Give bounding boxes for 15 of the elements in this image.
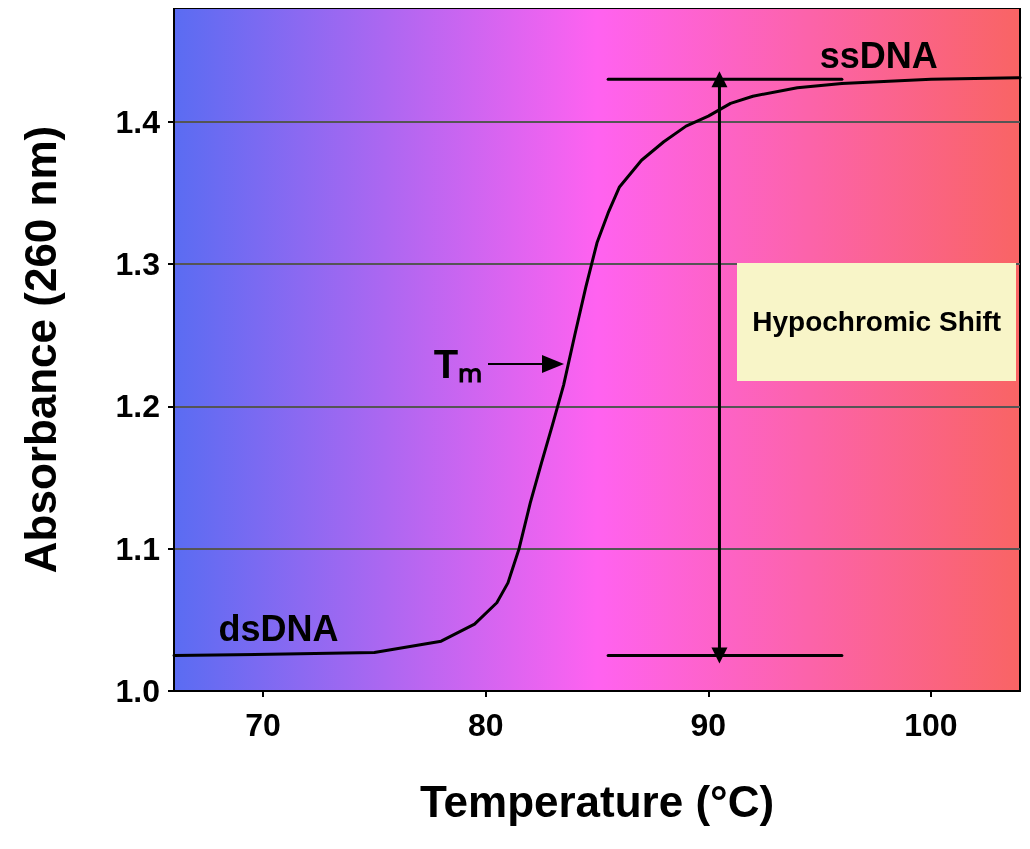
x-axis-title: Temperature (°C) bbox=[419, 776, 775, 826]
annotation: dsDNA bbox=[218, 607, 339, 649]
annotation: ssDNA bbox=[819, 34, 938, 76]
y-tick-label: 1.2 bbox=[115, 388, 160, 425]
y-tick-label: 1.0 bbox=[115, 673, 160, 709]
x-tick-label: 80 bbox=[467, 707, 504, 743]
y-tick-label: 1.1 bbox=[115, 530, 160, 567]
y-tick-label: 1.3 bbox=[115, 246, 160, 283]
x-tick-label: 70 bbox=[245, 707, 281, 743]
annotation: Tₘ bbox=[433, 341, 483, 386]
x-tick-label: 90 bbox=[690, 707, 727, 743]
annotation: Hypochromic Shift bbox=[752, 305, 1002, 340]
y-axis-title: Absorbance (260 nm) bbox=[15, 125, 65, 574]
x-tick-label: 100 bbox=[904, 707, 958, 743]
y-tick-label: 1.4 bbox=[115, 103, 161, 140]
